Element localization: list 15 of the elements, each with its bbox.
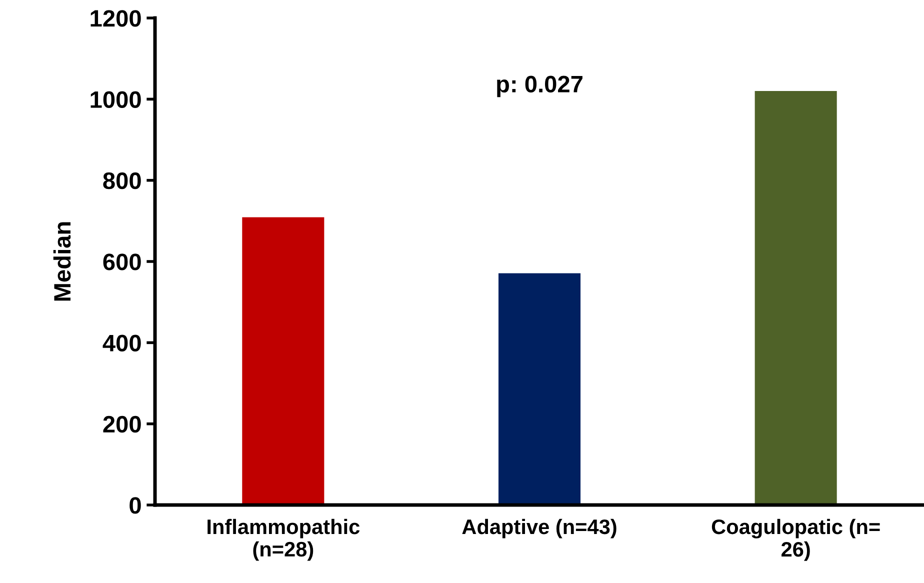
y-tick-label: 600 (103, 254, 141, 270)
bar (754, 91, 837, 505)
y-tick-label: 400 (102, 334, 141, 352)
y-tick-label: 1000 (90, 91, 141, 108)
bar (242, 217, 324, 505)
y-tick-label: 0 (130, 497, 141, 514)
x-tick-label: Inflammopathic (n=28) (208, 518, 360, 561)
y-tick-label: 200 (103, 416, 141, 433)
y-tick-label: 800 (103, 172, 141, 190)
x-tick-label: Coagulopatic (n= 26) (712, 518, 880, 561)
y-axis-title: Median (53, 222, 71, 301)
x-tick-label: Adaptive (n=43) (462, 518, 616, 538)
y-tick-label: 1200 (90, 10, 141, 27)
bar (498, 273, 581, 505)
annotation: p: 0.027 (497, 76, 582, 98)
